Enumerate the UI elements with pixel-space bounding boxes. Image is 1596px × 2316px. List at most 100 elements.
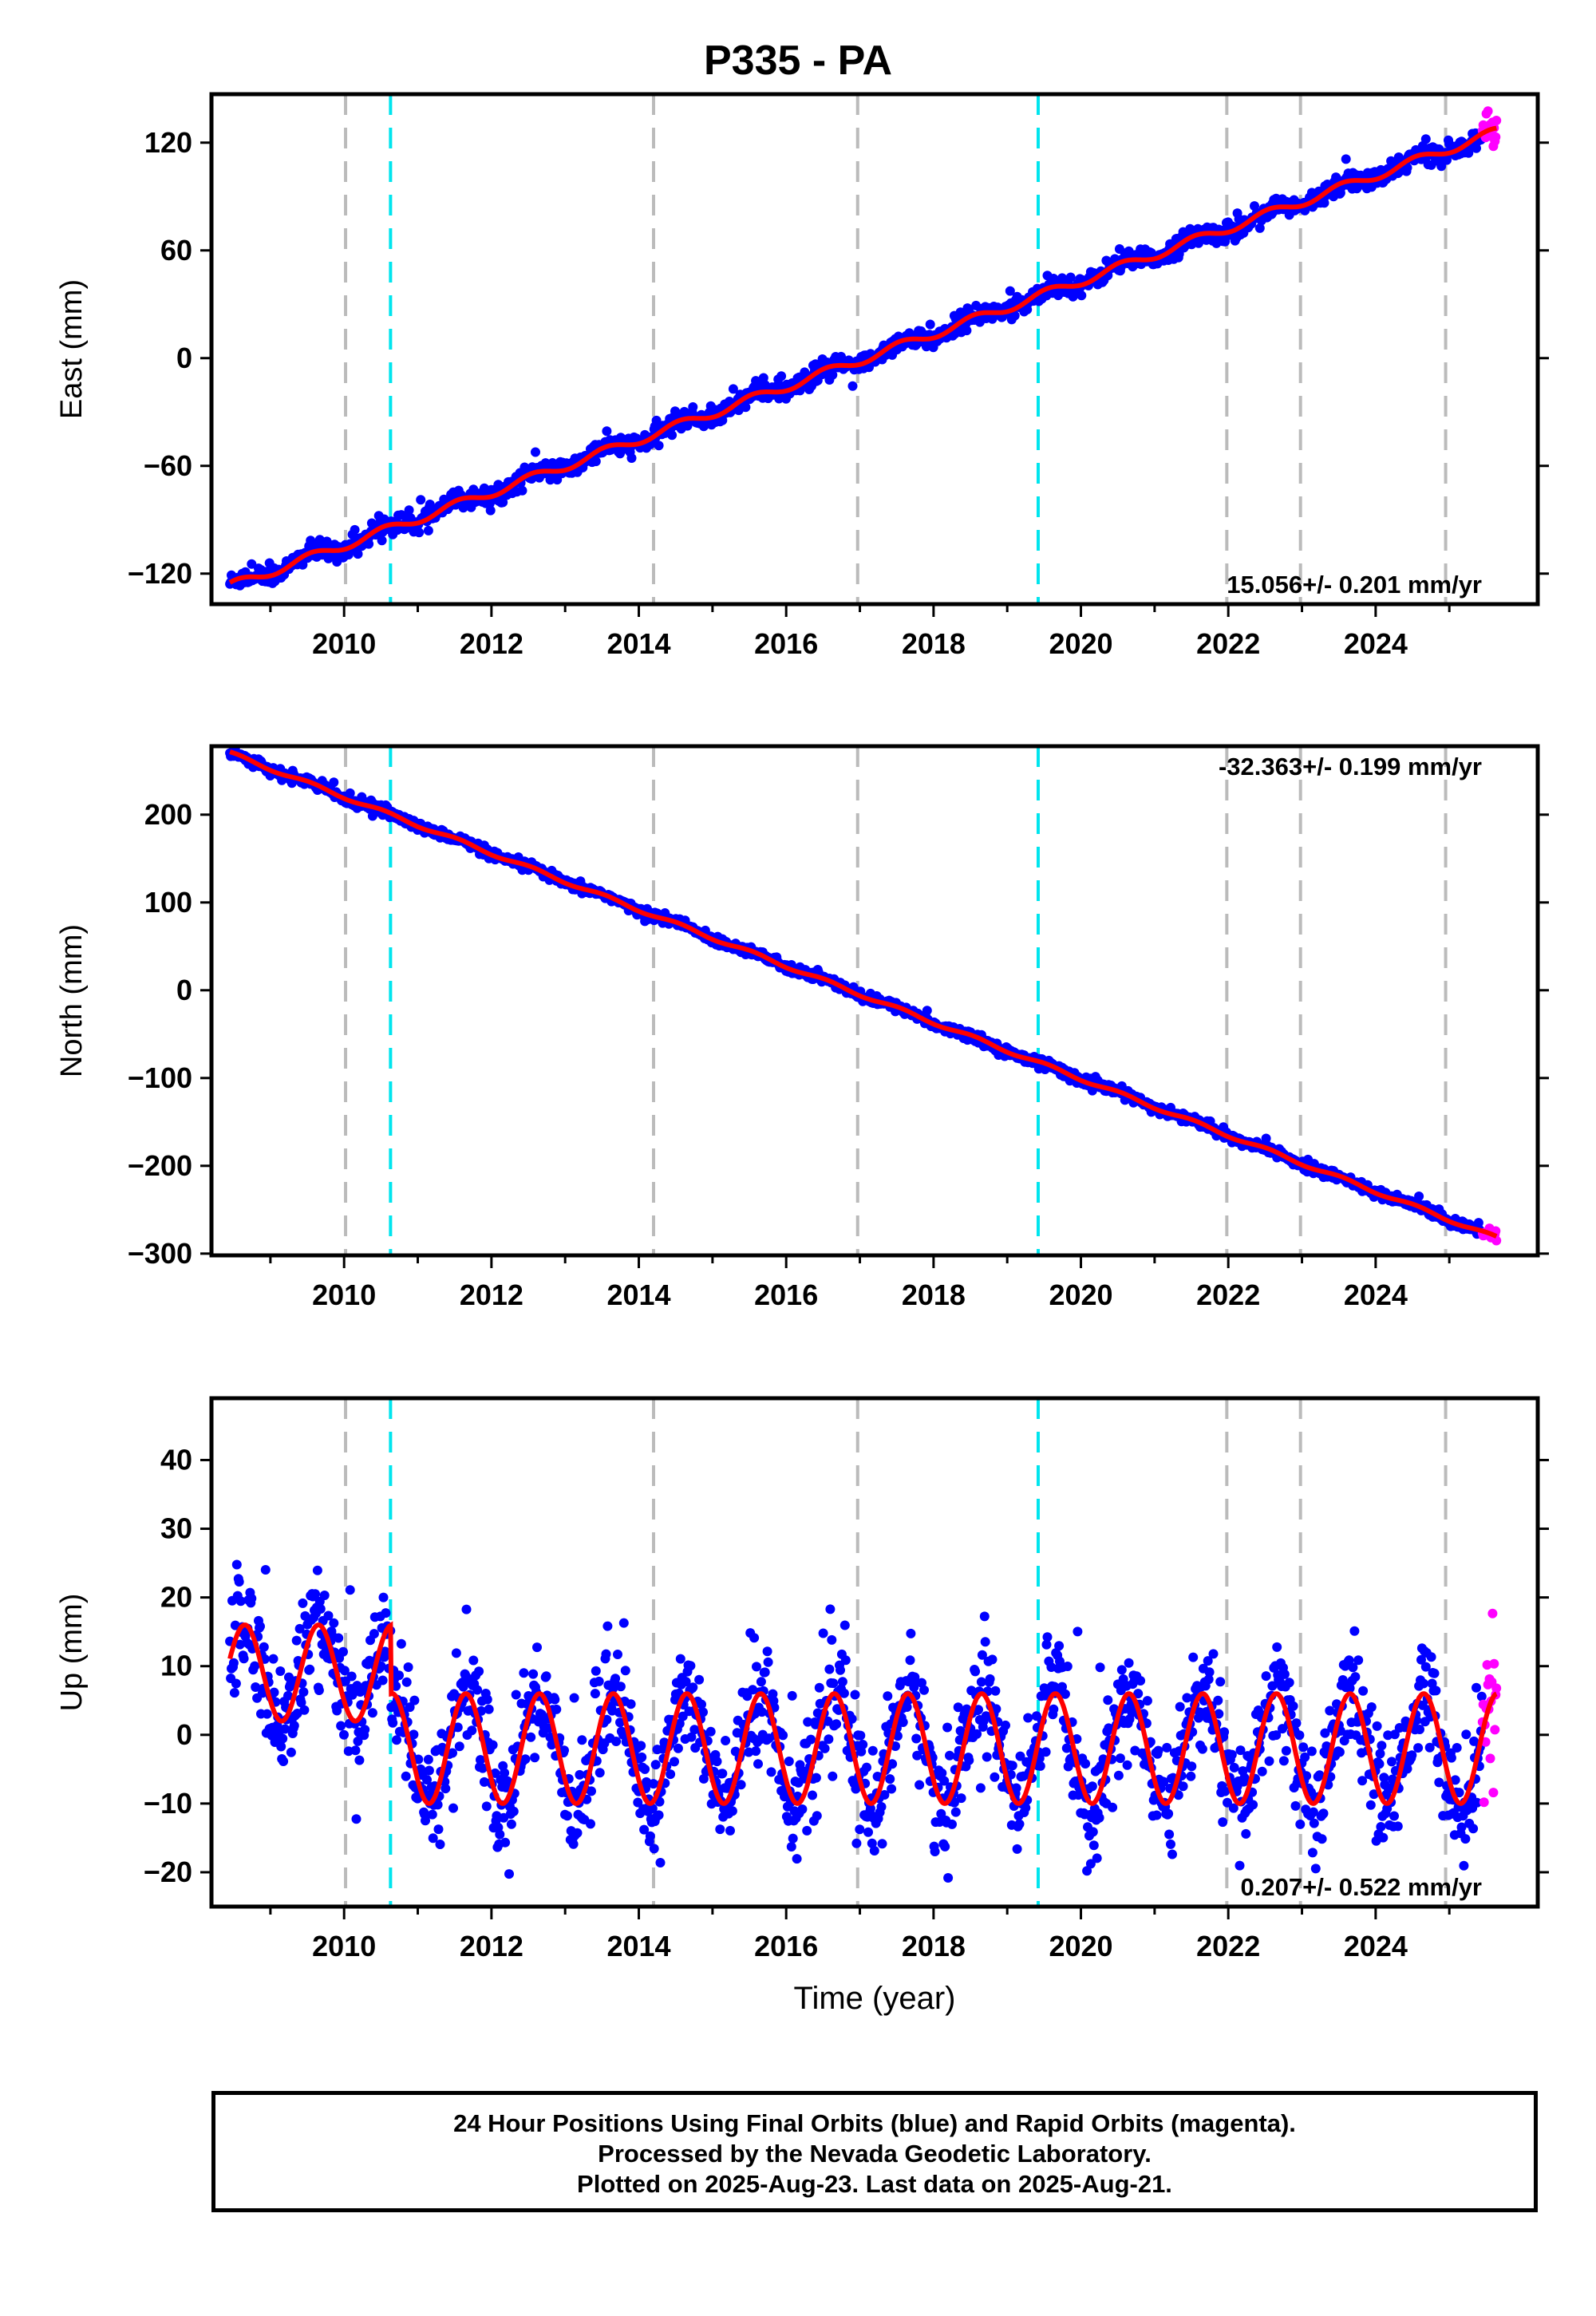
final-orbit-point — [797, 1804, 808, 1814]
final-orbit-point — [1094, 1812, 1104, 1823]
final-orbit-point — [855, 1824, 865, 1835]
y-tick-label: 20 — [160, 1581, 192, 1614]
final-orbit-point — [1436, 161, 1447, 172]
y-tick-label: −200 — [128, 1149, 192, 1182]
final-orbit-point — [595, 1768, 605, 1778]
x-tick-label: 2022 — [1196, 1930, 1260, 1962]
final-orbit-point — [591, 1666, 601, 1676]
final-orbit-point — [247, 559, 257, 569]
final-orbit-point — [806, 1734, 816, 1745]
final-orbit-point — [1387, 1757, 1396, 1767]
final-orbit-point — [275, 1666, 286, 1676]
final-orbit-point — [721, 1736, 731, 1745]
final-orbit-point — [667, 430, 678, 441]
final-orbit-point — [1153, 1745, 1163, 1756]
final-orbit-point — [354, 1755, 365, 1765]
final-orbit-point — [1007, 1761, 1017, 1771]
final-orbit-point — [837, 1677, 847, 1687]
final-orbit-point — [485, 505, 496, 516]
final-orbit-point — [1041, 1747, 1051, 1757]
velocity-label: -32.363+/- 0.199 mm/yr — [1219, 753, 1482, 781]
final-orbit-point — [550, 1694, 560, 1705]
final-orbit-point — [827, 1634, 837, 1645]
final-orbit-point — [404, 505, 414, 516]
final-orbit-point — [229, 1688, 239, 1698]
final-orbit-point — [1318, 1808, 1329, 1819]
final-orbit-point — [858, 1740, 868, 1749]
final-orbit-point — [786, 1842, 796, 1852]
final-orbit-point — [1218, 1817, 1228, 1828]
final-orbit-point — [1376, 1822, 1386, 1832]
final-orbit-point — [1035, 1761, 1045, 1771]
final-orbit-point — [1080, 1759, 1091, 1769]
final-orbit-point — [650, 1760, 661, 1770]
final-orbit-point — [1291, 1718, 1302, 1729]
final-orbit-point — [517, 485, 527, 496]
final-orbit-point — [876, 1802, 887, 1812]
footer-line-1: 24 Hour Positions Using Final Orbits (bl… — [453, 2109, 1296, 2137]
final-orbit-point — [467, 1725, 477, 1736]
final-orbit-point — [1295, 1819, 1306, 1829]
final-orbit-point — [1197, 1744, 1207, 1754]
final-orbit-point — [1087, 1781, 1097, 1792]
final-orbit-point — [943, 1873, 954, 1883]
final-orbit-point — [586, 1819, 595, 1829]
final-orbit-point — [649, 1844, 659, 1854]
final-orbit-point — [824, 1664, 835, 1674]
final-orbit-point — [291, 1635, 302, 1646]
plot-frame — [209, 1396, 1540, 1909]
rapid-orbit-point — [1491, 116, 1502, 125]
final-orbit-point — [1365, 1800, 1376, 1810]
final-orbit-point — [433, 1824, 444, 1835]
final-orbit-point — [855, 1730, 866, 1741]
x-tick-label: 2020 — [1049, 1279, 1112, 1311]
final-orbit-point — [990, 1686, 1001, 1696]
final-orbit-point — [336, 1721, 346, 1731]
final-orbit-point — [766, 1767, 776, 1777]
final-orbit-point — [832, 1719, 842, 1729]
final-orbit-point — [980, 1637, 990, 1647]
rapid-orbit-point — [1491, 1683, 1502, 1694]
final-orbit-point — [423, 1754, 433, 1765]
final-orbit-point — [760, 1667, 770, 1678]
data-points — [225, 1559, 1502, 1883]
data-points — [225, 106, 1502, 591]
final-orbit-point — [528, 1669, 539, 1679]
final-orbit-point — [818, 1628, 828, 1638]
final-orbit-point — [636, 1741, 646, 1751]
final-orbit-point — [694, 1674, 705, 1685]
final-orbit-point — [942, 1722, 953, 1733]
final-orbit-point — [1402, 163, 1412, 173]
final-orbit-point — [615, 1682, 626, 1692]
final-orbit-point — [472, 1685, 483, 1695]
final-orbit-point — [613, 1650, 622, 1659]
final-orbit-point — [1306, 1746, 1317, 1757]
final-orbit-point — [401, 1677, 412, 1687]
final-orbit-point — [1227, 1749, 1237, 1760]
final-orbit-point — [675, 1654, 685, 1664]
final-orbit-point — [962, 326, 972, 336]
final-orbit-point — [1254, 223, 1265, 233]
final-orbit-point — [468, 1655, 479, 1666]
final-orbit-point — [1442, 155, 1452, 165]
y-tick-label: 0 — [176, 1718, 192, 1751]
final-orbit-point — [610, 1674, 621, 1684]
final-orbit-point — [1077, 290, 1087, 301]
model-fit-line — [228, 125, 1497, 585]
final-orbit-point — [346, 1671, 357, 1682]
final-orbit-point — [850, 1690, 860, 1700]
final-orbit-point — [1350, 1672, 1361, 1682]
final-orbit-point — [591, 456, 601, 467]
final-orbit-point — [626, 453, 637, 463]
final-orbit-point — [396, 1638, 406, 1649]
final-orbit-point — [618, 1618, 629, 1628]
final-orbit-point — [594, 1676, 604, 1686]
final-orbit-point — [905, 1655, 915, 1666]
y-tick-label: 40 — [160, 1443, 192, 1476]
final-orbit-point — [409, 1695, 420, 1705]
x-tick-label: 2014 — [606, 1279, 670, 1311]
final-orbit-point — [350, 524, 360, 535]
final-orbit-point — [247, 1593, 257, 1603]
